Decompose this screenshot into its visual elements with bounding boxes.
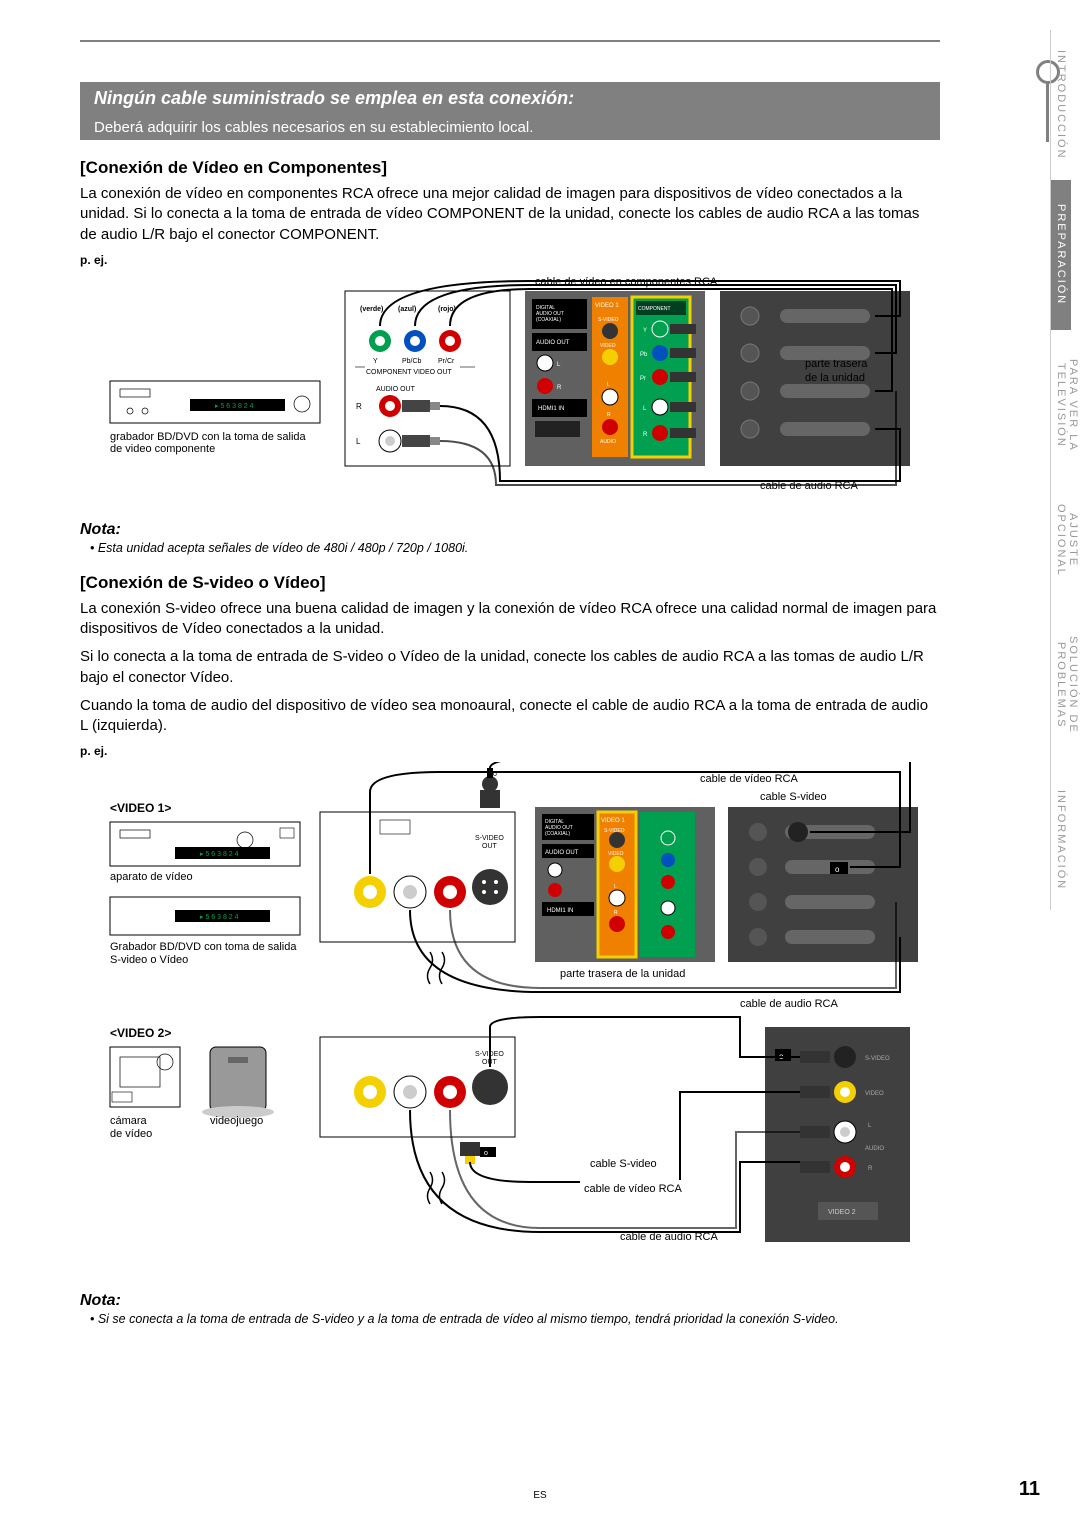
section2-heading: [Conexión de S-video o Vídeo]: [80, 573, 1030, 593]
svg-text:COMPONENT: COMPONENT: [638, 306, 671, 312]
svg-text:VIDEO: VIDEO: [608, 851, 624, 857]
svg-text:L: L: [356, 437, 361, 446]
svg-text:AUDIO OUT: AUDIO OUT: [376, 386, 416, 393]
tab-ver-tv: PARA VER LA TELEVISIÓN: [1050, 330, 1080, 480]
svg-text:Pb: Pb: [640, 352, 648, 358]
section2-nota-heading: Nota:: [80, 1292, 1030, 1310]
svg-text:VIDEO: VIDEO: [865, 1091, 884, 1097]
side-tabs: INTRODUCCIÓN PREPARACIÓN PARA VER LA TEL…: [1050, 30, 1080, 910]
svg-text:S-VIDEO: S-VIDEO: [604, 828, 625, 834]
svg-text:OUT: OUT: [482, 843, 498, 850]
svg-text:R: R: [614, 910, 618, 916]
svg-text:cable de vídeo RCA: cable de vídeo RCA: [700, 773, 798, 785]
header-rule: [80, 40, 940, 42]
svg-text:videojuego: videojuego: [210, 1115, 263, 1127]
svg-text:S-VIDEO: S-VIDEO: [865, 1056, 890, 1062]
svg-text:AUDIO OUT: AUDIO OUT: [545, 850, 579, 856]
svg-text:▸ 5 6 3 8 2 4: ▸ 5 6 3 8 2 4: [200, 914, 239, 921]
title-banner: Ningún cable suministrado se emplea en e…: [80, 82, 940, 115]
svg-text:▸ 5 6 3 8 2 4: ▸ 5 6 3 8 2 4: [215, 403, 254, 410]
section2-heading-text: Conexión de S-video o Vídeo: [86, 573, 320, 592]
svg-text:cable de audio RCA: cable de audio RCA: [760, 480, 859, 492]
section1-heading-text: Conexión de Vídeo en Componentes: [86, 158, 382, 177]
lang-code: ES: [533, 1490, 546, 1501]
tab-introduccion: INTRODUCCIÓN: [1050, 30, 1071, 180]
svg-text:L: L: [614, 884, 617, 890]
svg-text:R: R: [607, 412, 611, 418]
section2-nota-item: • Si se conecta a la toma de entrada de …: [90, 1312, 1030, 1326]
svg-text:cable S-video: cable S-video: [590, 1158, 657, 1170]
svg-text:R: R: [643, 432, 648, 438]
svg-text:(verde): (verde): [360, 306, 383, 313]
tab-preparacion: PREPARACIÓN: [1050, 180, 1071, 330]
svg-text:Pb/Cb: Pb/Cb: [402, 358, 422, 365]
tab-solucion: SOLUCIÓN DE PROBLEMAS: [1050, 600, 1080, 770]
svg-text:Pr/Cr: Pr/Cr: [438, 358, 455, 365]
svg-text:cable S-video: cable S-video: [760, 791, 827, 803]
section1-nota-item: • Esta unidad acepta señales de vídeo de…: [90, 541, 1030, 555]
label-cable-comp: cable de vídeo en componentes RCA: [535, 276, 718, 288]
svg-text:Y: Y: [373, 358, 378, 365]
section2-pej: p. ej.: [80, 744, 1030, 758]
svg-text:o: o: [835, 865, 840, 874]
svg-text:R: R: [557, 385, 562, 391]
diagram-component: ▸ 5 6 3 8 2 4 Y Pb/Cb Pr/Cr COMPONENT VI…: [80, 271, 940, 511]
subtitle-banner: Deberá adquirir los cables necesarios en…: [80, 115, 940, 140]
svg-text:S-VIDEO: S-VIDEO: [475, 835, 504, 842]
svg-text:S-VIDEO: S-VIDEO: [598, 317, 619, 323]
section1-nota-heading: Nota:: [80, 521, 1030, 539]
section2-body2: Si lo conecta a la toma de entrada de S-…: [80, 647, 940, 688]
svg-text:<VIDEO 1>: <VIDEO 1>: [110, 801, 171, 815]
svg-text:cámara: cámara: [110, 1115, 148, 1127]
diagram-svideo: <VIDEO 1> ▸ 5 6 3 8 2 4 aparato de vídeo…: [80, 762, 940, 1282]
svg-text:cable de audio RCA: cable de audio RCA: [620, 1231, 719, 1243]
svg-text:COMPONENT VIDEO OUT: COMPONENT VIDEO OUT: [366, 369, 453, 376]
label-grabador: grabador BD/DVD con la toma de salida de…: [110, 431, 320, 455]
page-number: 11: [1019, 1478, 1040, 1501]
svg-text:o: o: [484, 1150, 488, 1157]
svg-text:Pr: Pr: [640, 376, 646, 382]
svg-text:parte trasera de la unidad: parte trasera de la unidad: [560, 968, 685, 980]
svg-text:L: L: [607, 382, 610, 388]
svg-text:aparato de vídeo: aparato de vídeo: [110, 871, 193, 883]
tab-ajuste: AJUSTE OPCIONAL: [1050, 480, 1080, 600]
section1-body: La conexión de vídeo en componentes RCA …: [80, 184, 940, 245]
svg-text:(COAXIAL): (COAXIAL): [545, 831, 570, 837]
svg-text:AUDIO OUT: AUDIO OUT: [536, 340, 570, 346]
section2-body1: La conexión S-video ofrece una buena cal…: [80, 599, 940, 640]
svg-text:VIDEO 2: VIDEO 2: [828, 1209, 856, 1216]
svg-text:VIDEO 1: VIDEO 1: [601, 818, 625, 824]
svg-text:de vídeo: de vídeo: [110, 1128, 152, 1140]
svg-text:Y: Y: [643, 328, 647, 334]
svg-text:AUDIO: AUDIO: [865, 1146, 884, 1152]
section1-pej: p. ej.: [80, 253, 1030, 267]
svg-text:HDMI1 IN: HDMI1 IN: [547, 908, 573, 914]
svg-text:parte trasera: parte trasera: [805, 358, 868, 370]
tab-informacion: INFORMACIÓN: [1050, 770, 1071, 910]
section1-heading: [Conexión de Vídeo en Componentes]: [80, 158, 1030, 178]
svg-text:AUDIO: AUDIO: [600, 439, 616, 445]
svg-text:cable de audio RCA: cable de audio RCA: [740, 998, 839, 1010]
page-content: Ningún cable suministrado se emplea en e…: [0, 0, 1080, 1366]
svg-text:(azul): (azul): [398, 306, 416, 313]
svg-text:VIDEO 1: VIDEO 1: [595, 303, 619, 309]
svg-text:HDMI1 IN: HDMI1 IN: [538, 406, 564, 412]
svg-text:R: R: [868, 1166, 873, 1172]
svg-text:de la unidad: de la unidad: [805, 372, 865, 384]
svg-text:▸ 5 6 3 8 2 4: ▸ 5 6 3 8 2 4: [200, 851, 239, 858]
svg-text:R: R: [356, 402, 362, 411]
svg-text:S-video o Vídeo: S-video o Vídeo: [110, 954, 188, 966]
svg-text:cable de vídeo RCA: cable de vídeo RCA: [584, 1183, 682, 1195]
svg-text:VIDEO: VIDEO: [600, 343, 616, 349]
section2-body3: Cuando la toma de audio del dispositivo …: [80, 696, 940, 737]
svg-text:<VIDEO 2>: <VIDEO 2>: [110, 1026, 171, 1040]
svg-text:(COAXIAL): (COAXIAL): [536, 317, 561, 323]
svg-text:Grabador BD/DVD con toma de sa: Grabador BD/DVD con toma de salida: [110, 941, 297, 953]
